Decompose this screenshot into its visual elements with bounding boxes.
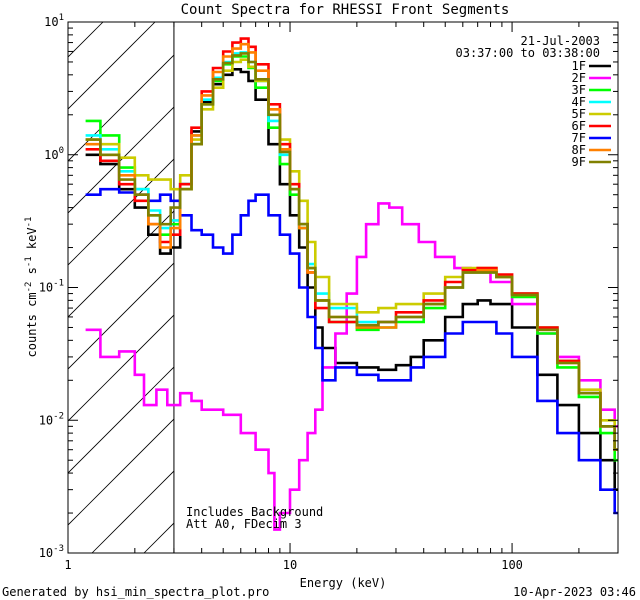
y-tick-label-base: 10 [44,148,58,162]
excluded-energy-region [68,22,175,553]
x-tick-label: 10 [283,558,297,572]
series-lines [85,37,618,531]
y-tick-label: 10-1 [39,279,64,295]
y-tick-label-exp: -3 [53,544,64,554]
y-tick-label-exp: 1 [59,13,64,23]
observation-time-range: 03:37:00 to 03:38:00 [456,46,601,60]
y-tick-label-exp: 0 [59,146,64,156]
x-axis-label: Energy (keV) [300,576,387,590]
y-label-seconds: s [25,267,39,281]
y-tick-label: 10-2 [39,411,64,427]
hatch-line [68,210,174,318]
note-attenuator: Att A0, FDecim 3 [186,517,302,531]
series-7F [85,187,618,515]
y-label-exp-kev: -1 [24,217,34,228]
y-axis-label: counts cm-2 s-1 keV-1 [24,217,39,358]
observation-date: 21-Jul-2003 [521,34,600,48]
series-9F [85,52,618,451]
legend-label-6F: 6F [572,119,586,133]
generated-by-footer: Generated by hsi_min_spectra_plot.pro [2,585,269,599]
y-tick-label-exp: -2 [53,411,64,421]
y-tick-label: 101 [44,13,64,29]
generated-date-footer: 10-Apr-2023 03:46 [513,585,636,599]
series-2F [85,202,618,531]
y-tick-label-base: 10 [39,281,53,295]
y-label-kev: keV [25,227,39,256]
series-6F [85,37,618,451]
hatch-line [68,158,174,266]
hatch-line [68,22,156,110]
hatch-lines [68,22,174,553]
x-tick-label: 100 [501,558,523,572]
chart-title: Count Spectra for RHESSI Front Segments [181,2,510,18]
legend-label-9F: 9F [572,155,586,169]
y-tick-label: 10-3 [39,544,64,560]
series-1F [85,68,618,491]
y-tick-label-exp: -1 [53,279,64,289]
hatch-line [68,418,174,526]
legend-label-3F: 3F [572,83,586,97]
y-label-exp-s: -1 [24,256,34,267]
note-background: Includes Background [186,505,323,519]
legend-label-4F: 4F [572,95,586,109]
y-tick-label: 100 [44,146,64,162]
y-label-base: counts cm [25,292,39,357]
y-tick-label-base: 10 [44,15,58,29]
x-tick-label: 1 [64,558,71,572]
hatch-line [68,22,104,58]
hatch-line [68,366,174,474]
legend-label-5F: 5F [572,107,586,121]
y-tick-label-base: 10 [39,413,53,427]
legend-label-2F: 2F [572,71,586,85]
legend-label-8F: 8F [572,143,586,157]
legend-label-7F: 7F [572,131,586,145]
y-label-exp-cm: -2 [24,282,34,293]
legend-label-1F: 1F [572,59,586,73]
y-tick-label-base: 10 [39,546,53,560]
